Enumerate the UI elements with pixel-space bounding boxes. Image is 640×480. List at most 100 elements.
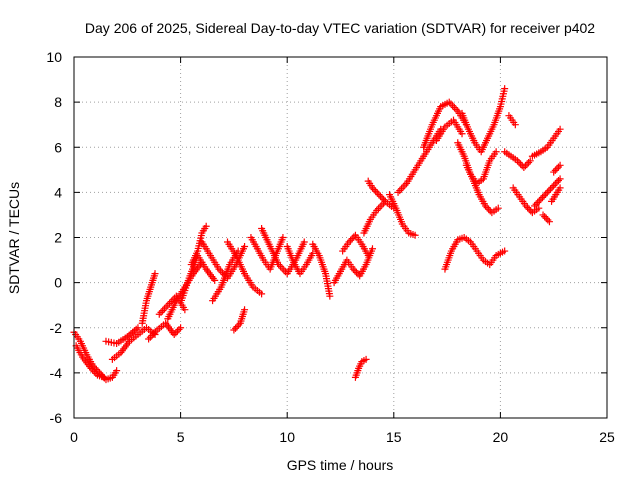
data-point	[326, 292, 334, 300]
data-point	[520, 164, 528, 172]
data-point	[450, 104, 458, 112]
data-point	[458, 130, 466, 138]
data-point	[370, 186, 378, 194]
data-point	[202, 222, 210, 230]
data-point	[525, 158, 533, 166]
data-point	[375, 191, 383, 199]
x-tick-label: 20	[493, 429, 509, 445]
data-point	[537, 195, 545, 203]
y-tick-label: 8	[54, 94, 62, 110]
data-point	[452, 105, 460, 113]
data-point	[380, 196, 388, 204]
data-point	[542, 190, 550, 198]
data-point	[547, 185, 555, 193]
data-point	[535, 204, 543, 212]
y-tick-label: 10	[46, 49, 62, 65]
data-point	[550, 168, 558, 176]
y-tick-label: -2	[50, 320, 63, 336]
data-point	[551, 180, 559, 188]
data-point	[300, 238, 308, 246]
data-point	[539, 193, 547, 201]
data-point	[378, 194, 386, 202]
data-point	[134, 324, 142, 332]
y-tick-labels: -6 -4 -2 0 2 4 6 8 10	[46, 49, 62, 426]
data-point	[550, 182, 558, 190]
data-point	[376, 192, 384, 200]
data-point	[494, 204, 502, 212]
x-tick-label: 5	[177, 429, 185, 445]
data-point	[279, 234, 287, 241]
grid-lines	[74, 57, 607, 418]
data-point	[525, 205, 533, 213]
data-point	[177, 324, 185, 332]
data-point	[90, 368, 98, 376]
data-point	[545, 218, 553, 226]
x-tick-label: 10	[279, 429, 295, 445]
data-point	[381, 197, 389, 205]
data-point	[556, 175, 564, 183]
data-point	[540, 192, 548, 200]
data-point	[501, 85, 509, 93]
data-point	[542, 214, 550, 222]
data-point	[548, 183, 556, 191]
data-point	[399, 183, 407, 191]
data-point	[172, 329, 180, 337]
data-point	[556, 184, 564, 192]
data-point	[87, 364, 95, 372]
data-point	[175, 325, 183, 333]
data-point	[170, 331, 178, 339]
data-point	[347, 236, 355, 244]
data-point	[534, 199, 542, 207]
data-point	[517, 160, 525, 168]
data-point	[157, 308, 165, 316]
data-point	[521, 162, 529, 170]
data-point	[155, 310, 163, 318]
data-point	[372, 187, 380, 195]
data-point	[160, 305, 168, 313]
data-point	[515, 158, 523, 166]
data-point	[364, 252, 372, 260]
data-point	[556, 161, 564, 169]
data-point	[401, 181, 409, 189]
data-point	[394, 188, 402, 196]
data-point	[241, 306, 249, 314]
data-point	[396, 187, 404, 195]
data-point	[230, 326, 238, 334]
data-point	[411, 231, 419, 239]
data-point	[523, 160, 531, 168]
data-point	[235, 321, 243, 329]
x-tick-labels: 0 5 10 15 20 25	[70, 429, 615, 445]
y-tick-label: 2	[54, 230, 62, 246]
data-point	[241, 243, 249, 251]
data-point	[258, 290, 266, 298]
data-point	[511, 121, 519, 129]
data-point	[554, 163, 562, 171]
data-point	[376, 203, 384, 211]
data-point	[545, 187, 553, 195]
data-point	[501, 247, 509, 255]
y-tick-label: 6	[54, 139, 62, 155]
x-tick-label: 25	[599, 429, 615, 445]
data-point	[447, 100, 455, 108]
data-point	[551, 166, 559, 174]
data-point	[145, 335, 153, 343]
data-point	[532, 200, 540, 208]
axis-ticks	[73, 56, 608, 419]
data-point	[485, 205, 493, 213]
data-point	[345, 238, 353, 246]
data-point	[362, 355, 370, 363]
data-point	[524, 204, 532, 212]
data-point	[349, 265, 357, 273]
data-point	[553, 165, 561, 173]
data-point	[553, 178, 561, 186]
data-point	[211, 276, 219, 284]
data-point	[535, 197, 543, 205]
data-point	[492, 148, 500, 156]
data-points	[70, 85, 564, 384]
x-tick-label: 0	[70, 429, 78, 445]
data-point	[92, 369, 100, 377]
data-point	[351, 267, 359, 275]
y-tick-label: -6	[50, 410, 63, 426]
data-point	[368, 184, 376, 192]
